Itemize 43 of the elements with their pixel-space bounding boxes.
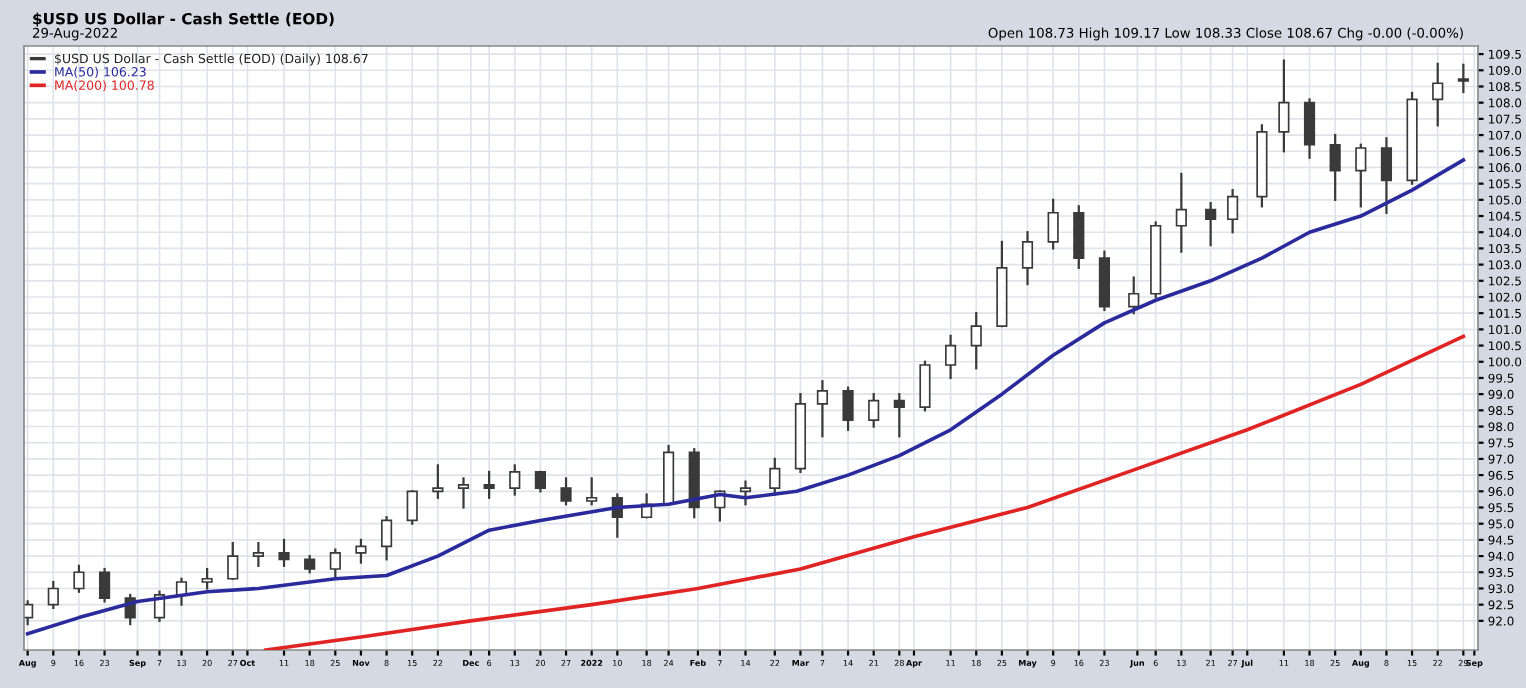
line-series xyxy=(263,334,1466,650)
candlestick xyxy=(842,386,854,431)
candlestick xyxy=(816,380,829,438)
candlestick xyxy=(1205,201,1217,247)
candlestick xyxy=(1175,172,1187,253)
candlestick xyxy=(1047,198,1059,250)
candlestick xyxy=(98,567,111,603)
candlestick xyxy=(406,490,418,525)
candlestick xyxy=(586,477,598,506)
candlestick xyxy=(252,542,264,567)
candlestick xyxy=(278,538,290,567)
candlestick xyxy=(1303,98,1316,159)
candlestick xyxy=(457,477,470,509)
candlestick xyxy=(1457,63,1469,94)
candlestick xyxy=(483,470,495,499)
candlestick xyxy=(432,464,444,499)
candlestick xyxy=(1278,59,1290,153)
candlestick xyxy=(560,477,572,506)
candlestick xyxy=(1329,133,1341,201)
candlestick xyxy=(380,516,393,561)
candlestick xyxy=(534,470,547,493)
candlestick xyxy=(1355,143,1367,208)
candlestick xyxy=(893,393,905,438)
candlestick xyxy=(1432,62,1444,127)
candlestick xyxy=(1021,231,1034,286)
candlestick xyxy=(329,548,341,580)
candlestick xyxy=(227,542,239,580)
candlestick xyxy=(739,480,752,506)
candlestick xyxy=(509,464,521,496)
candlestick xyxy=(1380,137,1393,214)
candlestick xyxy=(868,393,880,428)
candlestick xyxy=(73,564,85,593)
candlestick xyxy=(769,457,781,496)
candlestick xyxy=(1073,205,1085,269)
candlestick xyxy=(945,334,957,380)
candlestick xyxy=(970,312,982,370)
candlestick xyxy=(47,580,59,610)
candlestick xyxy=(1227,189,1239,234)
line-series xyxy=(25,158,1466,636)
candlestick xyxy=(355,538,367,564)
candlestick xyxy=(201,567,213,590)
candlestick xyxy=(919,360,931,412)
candlestick xyxy=(1128,276,1140,315)
